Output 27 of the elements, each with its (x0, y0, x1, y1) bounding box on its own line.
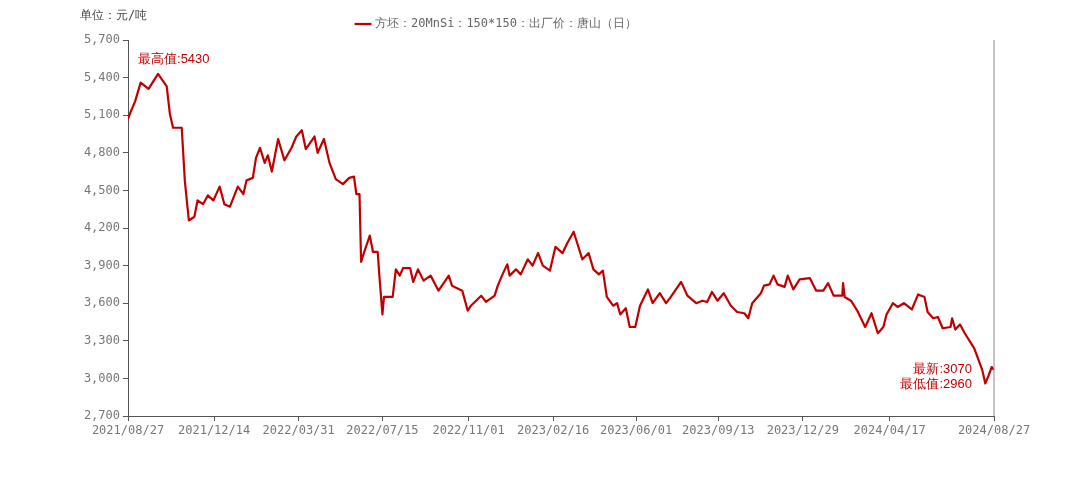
x-tick-label: 2023/06/01 (599, 423, 673, 438)
annotation: 最低值:2960 (900, 376, 972, 392)
y-tick-label: 4,200 (83, 220, 120, 235)
x-tick-label: 2023/09/13 (682, 423, 755, 438)
x-tick-label: 2023/12/29 (766, 423, 839, 438)
y-tick-label: 3,900 (83, 257, 120, 272)
x-tick-label: 2022/07/15 (346, 423, 419, 438)
y-tick-label: 5,400 (83, 69, 120, 84)
y-tick-label: 3,600 (83, 295, 120, 310)
y-tick-label: 4,800 (83, 144, 120, 159)
y-tick-label: 3,300 (83, 332, 120, 347)
legend-label: 方坯：20MnSi：150*150：出厂价：唐山（日） (375, 16, 637, 31)
y-tick-label: 5,700 (83, 32, 120, 47)
x-tick-label: 2021/12/14 (178, 423, 251, 438)
x-tick-label: 2021/08/27 (91, 423, 165, 438)
x-tick-label: 2024/04/17 (853, 423, 926, 438)
annotation: 最新:3070 (913, 361, 972, 377)
x-tick-label: 2024/08/27 (957, 423, 1031, 438)
x-tick-label: 2022/11/01 (432, 423, 505, 438)
y-tick-label: 2,700 (83, 408, 120, 423)
y-tick-label: 4,500 (83, 182, 120, 197)
y-tick-label: 3,000 (83, 370, 120, 385)
y-tick-label: 5,100 (83, 107, 120, 122)
y-axis-title: 单位：元/吨 (80, 8, 148, 23)
annotation: 最高值:5430 (138, 51, 210, 67)
x-tick-label: 2023/02/16 (516, 423, 590, 438)
x-tick-label: 2022/03/31 (262, 423, 335, 438)
